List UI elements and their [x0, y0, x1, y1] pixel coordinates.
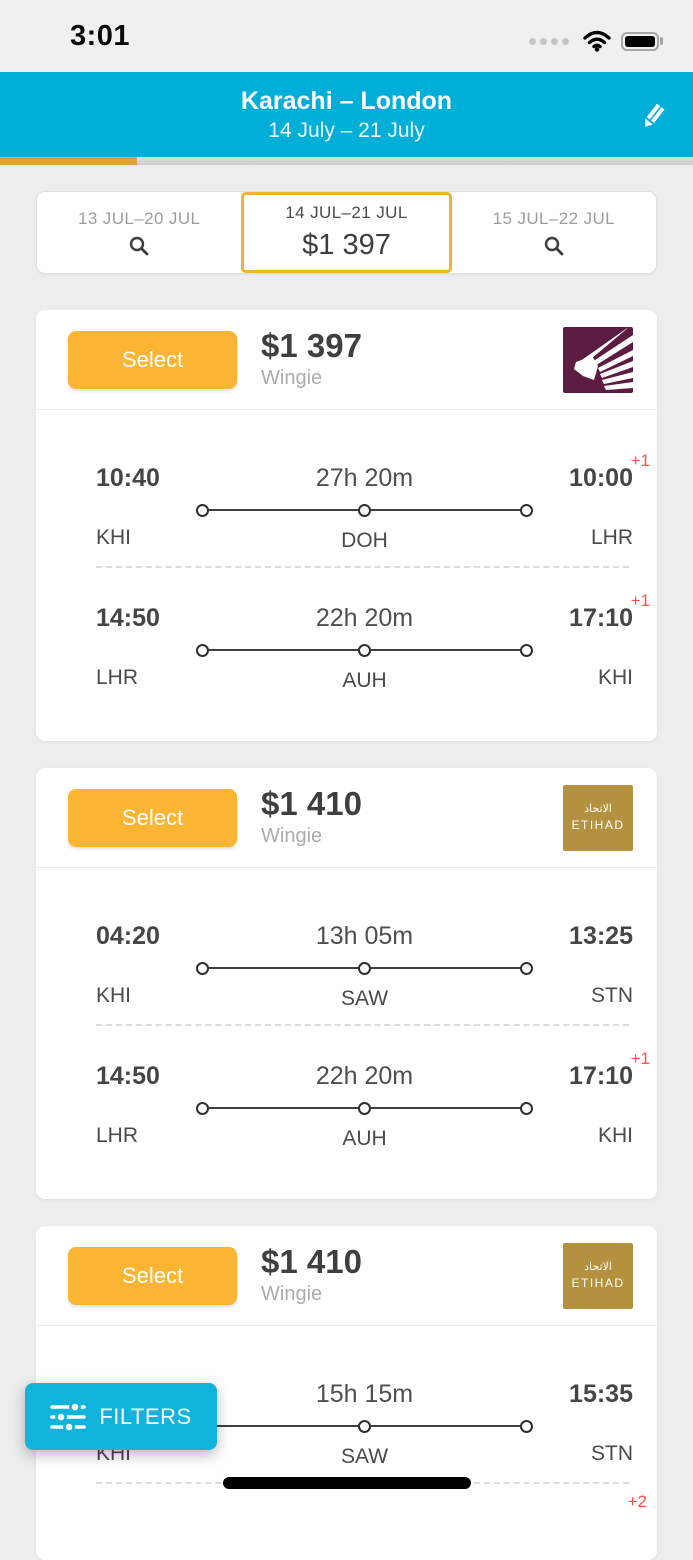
route-line	[196, 1102, 533, 1115]
flight-duration: 22h 20m	[315, 1062, 414, 1090]
etihad-arabic-script: الاتحاد	[584, 1261, 612, 1273]
search-icon	[544, 236, 564, 255]
result-price: $1 410	[261, 1243, 362, 1280]
route-line	[196, 962, 533, 975]
provider-label: Wingie	[261, 367, 323, 389]
date-range-label: 15 JUL–22 JUL	[492, 208, 616, 228]
progress-bar	[0, 157, 693, 165]
departure-airport-code: KHI	[96, 984, 132, 1007]
arrival-time: 15:35	[569, 1380, 633, 1408]
result-price: $1 410	[261, 785, 362, 822]
result-header: Select $1 397 Wingie	[36, 310, 657, 410]
result-price: $1 397	[261, 327, 362, 364]
departure-airport-code: LHR	[96, 1124, 139, 1147]
flight-legs: 10:40 KHI 27h 20m DOH 10:00 +1 LHR 14:50 …	[36, 410, 657, 741]
edit-search-icon[interactable]	[637, 100, 667, 130]
flight-duration: 15h 15m	[315, 1380, 414, 1408]
arrival-time: 10:00	[569, 464, 633, 492]
etihad-wordmark: ETIHAD	[571, 1276, 625, 1290]
flight-duration: 13h 05m	[315, 922, 414, 950]
leg-divider	[96, 566, 629, 568]
date-tab-previous[interactable]: 13 JUL–20 JUL	[37, 192, 241, 273]
arrival-airport-code: KHI	[597, 666, 633, 689]
battery-icon	[621, 31, 663, 51]
flight-leg-return: 14:50 LHR 22h 20m AUH 17:10 +1 KHI	[96, 1049, 650, 1151]
arrival-airport-code: STN	[591, 984, 633, 1007]
flight-leg-return: 14:50 LHR 22h 20m AUH 17:10 +1 KHI	[96, 591, 650, 693]
clock: 3:01	[70, 20, 131, 52]
arrival-airport-code: KHI	[597, 1124, 633, 1147]
flight-duration: 22h 20m	[315, 604, 414, 632]
sliders-icon	[50, 1400, 87, 1433]
departure-time: 14:50	[96, 604, 160, 632]
date-range-label: 13 JUL–20 JUL	[77, 208, 201, 228]
stopover-airport-code: AUH	[342, 1127, 387, 1150]
status-bar: 3:01	[0, 0, 693, 72]
date-selector: 13 JUL–20 JUL 14 JUL–21 JUL $1 397 15 JU…	[36, 191, 657, 274]
arrival-time: 17:10	[569, 604, 633, 632]
result-header: Select $1 410 Wingie الاتحاد ETIHAD	[36, 768, 657, 868]
arrival-time: 17:10	[569, 1062, 633, 1090]
route-dates: 14 July – 21 July	[268, 118, 425, 142]
provider-label: Wingie	[261, 825, 323, 847]
arrival-airport-code: STN	[591, 1442, 633, 1465]
route-line	[196, 504, 533, 517]
etihad-logo: الاتحاد ETIHAD	[563, 784, 633, 851]
progress-fill	[0, 157, 137, 165]
arrival-airport-code: LHR	[590, 526, 633, 549]
departure-airport-code: LHR	[96, 666, 139, 689]
departure-time: 10:40	[96, 464, 160, 492]
app-header: Karachi – London 14 July – 21 July	[0, 72, 693, 157]
result-header: Select $1 410 Wingie الاتحاد ETIHAD	[36, 1226, 657, 1326]
arrival-day-offset: +2	[627, 1492, 647, 1511]
search-icon	[129, 236, 149, 255]
select-button[interactable]: Select	[68, 1246, 237, 1305]
stopover-airport-code: SAW	[340, 1445, 389, 1468]
date-range-label: 14 JUL–21 JUL	[285, 203, 408, 222]
stopover-airport-code: AUH	[342, 669, 387, 692]
departure-time: 04:20	[96, 922, 160, 950]
date-tab-next[interactable]: 15 JUL–22 JUL	[452, 192, 656, 273]
arrival-day-offset: +1	[630, 591, 650, 610]
filters-button[interactable]: FILTERS	[25, 1383, 217, 1450]
flight-leg-outbound: 10:40 KHI 27h 20m DOH 10:00 +1 LHR	[96, 451, 650, 553]
stopover-airport-code: DOH	[341, 529, 388, 552]
flight-result-card: Select $1 397 Wingie 10:40 KHI	[36, 310, 657, 741]
route-title: Karachi – London	[240, 86, 453, 115]
date-tab-selected[interactable]: 14 JUL–21 JUL $1 397	[241, 192, 452, 273]
departure-time: 14:50	[96, 1062, 160, 1090]
flight-legs: 04:20 KHI 13h 05m SAW 13:25 STN 14:50 LH…	[36, 868, 657, 1199]
filters-label: FILTERS	[99, 1403, 192, 1429]
route-line	[196, 1420, 533, 1433]
qatar-airways-logo	[563, 326, 633, 393]
flight-duration: 27h 20m	[315, 464, 414, 492]
select-button[interactable]: Select	[68, 788, 237, 847]
date-tab-price: $1 397	[302, 229, 391, 261]
etihad-arabic-script: الاتحاد	[584, 803, 612, 815]
departure-airport-code: KHI	[96, 526, 132, 549]
etihad-wordmark: ETIHAD	[571, 818, 625, 832]
leg-divider	[96, 1024, 629, 1026]
home-indicator[interactable]	[222, 1477, 471, 1489]
stopover-airport-code: SAW	[340, 987, 389, 1010]
wifi-icon	[583, 30, 611, 52]
etihad-logo: الاتحاد ETIHAD	[563, 1242, 633, 1309]
arrival-day-offset: +1	[630, 451, 650, 470]
flight-leg-outbound: 04:20 KHI 13h 05m SAW 13:25 STN	[96, 922, 633, 1011]
arrival-day-offset: +1	[630, 1049, 650, 1068]
cellular-signal-icon	[529, 37, 569, 45]
route-line	[196, 644, 533, 657]
select-button[interactable]: Select	[68, 330, 237, 389]
provider-label: Wingie	[261, 1283, 323, 1305]
arrival-time: 13:25	[569, 922, 633, 950]
flight-result-card: Select $1 410 Wingie الاتحاد ETIHAD 04:2…	[36, 768, 657, 1199]
